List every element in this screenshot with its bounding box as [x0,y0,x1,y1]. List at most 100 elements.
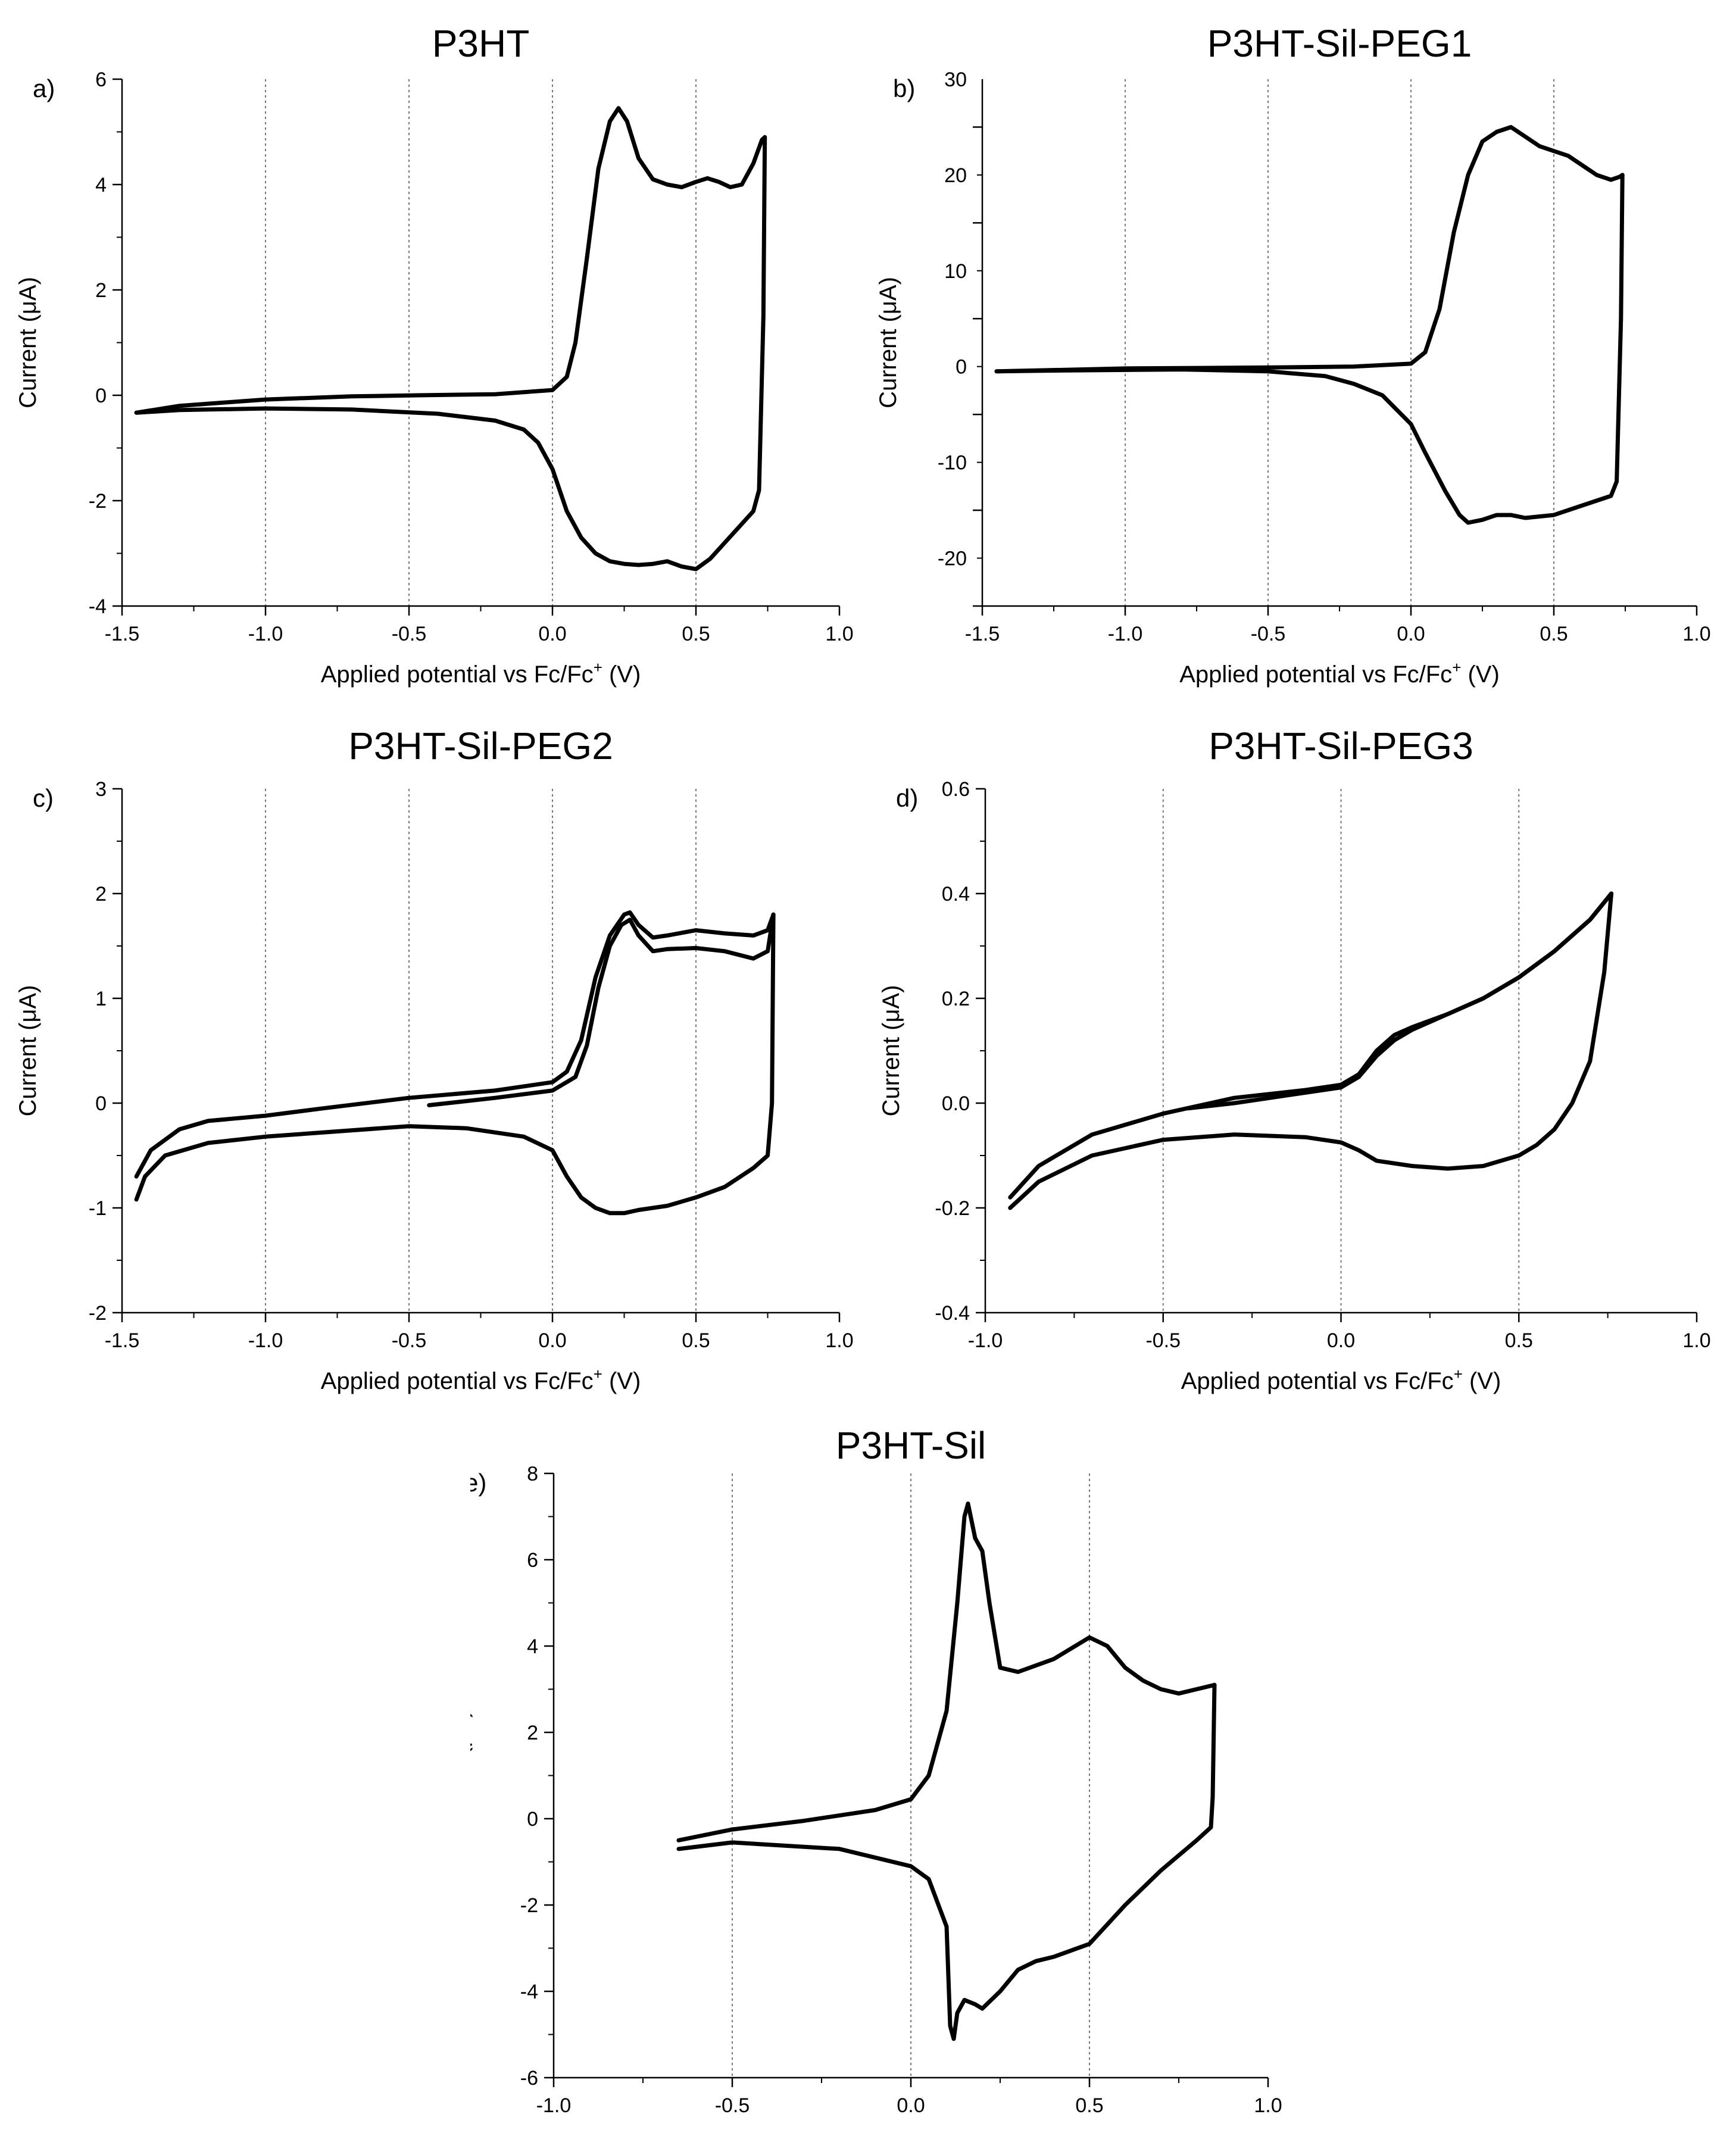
y-tick-label: 2 [527,1722,538,1744]
y-tick-label: -2 [520,1894,538,1917]
chart-svg: P3HT-Sil-PEG2 c) -1.5 -1.0 -0.5 0.0 0.5 1.0 -2 -1… [15,725,854,1394]
y-tick-label: 3 [95,778,107,801]
chart-svg: P3HT-Sil-PEG1 b) -1.5 -1.0 -0.5 0.0 0.5 1.0 -20 -… [875,22,1711,688]
cv-curve-forward-scan [416,106,767,398]
x-axis-label: Applied potential vs Fc/Fc+ (V) [751,2130,1071,2131]
y-tick-label: 2 [95,279,107,302]
x-tick-label: 1.0 [825,623,853,645]
chart-title: P3HT-Sil-PEG3 [1209,725,1473,767]
x-tick-label: 0.5 [1505,1329,1533,1352]
chart-title: P3HT [432,22,530,65]
cv-curve-forward-scan [994,125,1625,374]
cv-curve-reverse-scan [134,135,767,572]
x-tick-label: -0.5 [392,623,427,645]
y-tick-label: 6 [527,1549,538,1572]
x-axis-label-superscript: + [1452,658,1461,676]
chart-svg: P3HT-Sil-PEG3 d) -1.0 -0.5 0.0 0.5 1.0 -0.4 -0.2… [878,725,1711,1394]
x-axis-label-unit: (V) [1461,661,1499,688]
x-tick-label: 0.5 [682,1329,710,1352]
cv-curve-later-forward-scan [1008,891,1614,1200]
chart-panel-2: P3HT-Sil-PEG2 c) -1.5 -1.0 -0.5 0.0 0.5 1.0 -2 -1… [0,714,857,1417]
x-tick-label: -1.5 [105,623,140,645]
x-tick-label: 0.0 [538,623,566,645]
y-axis-label: Current (μA) [470,1710,473,1841]
chart-svg: P3HT-Sil e) -1.0 -0.5 0.0 0.5 1.0 -6 -4 -2 0 2 4 6 8 Ap… [470,1429,1282,2131]
x-tick-label: -0.5 [1145,1329,1181,1352]
x-axis-label: Applied potential vs Fc/Fc+ (V) [1179,658,1500,688]
x-tick-label: 0.5 [682,623,710,645]
y-axis-label: Current (μA) [15,985,41,1117]
y-tick-label: -0.2 [935,1197,970,1220]
cv-curve-later-forward-scan [134,910,776,1179]
x-axis-label-unit: (V) [1463,1368,1501,1394]
y-axis-label: Current (μA) [875,277,901,408]
x-tick-label: -1.0 [248,1329,283,1352]
chart-svg: P3HT a) -1.5 -1.0 -0.5 0.0 0.5 1.0 -4 -2 0 2 4 6 Appli… [15,22,854,688]
x-axis-label-superscript: + [594,658,602,676]
panel-label: b) [893,74,915,102]
x-tick-label: -0.5 [715,2094,750,2117]
x-tick-label: 0.0 [897,2094,925,2117]
y-tick-label: 6 [95,68,107,91]
y-tick-label: 0 [95,385,107,407]
x-axis-label-unit: (V) [602,1368,641,1394]
y-tick-label: 20 [944,164,967,187]
x-tick-label: -1.5 [105,1329,140,1352]
chart-title: P3HT-Sil [836,1429,986,1467]
y-tick-label: 0.4 [942,883,970,905]
y-axis-label: Current (μA) [878,985,904,1117]
y-tick-label: -4 [520,1981,538,2003]
y-tick-label: 0 [527,1808,538,1831]
panel-label: c) [33,784,54,812]
x-tick-label: -1.0 [968,1329,1003,1352]
cv-curve-first-forward-scan [427,912,776,1107]
x-axis-label-superscript: + [1023,2130,1032,2131]
y-tick-label: -2 [89,490,107,513]
y-axis-label: Current (μA) [15,277,41,408]
y-tick-label: 10 [944,260,967,283]
x-axis-label-main: Applied potential vs Fc/Fc [1181,1368,1454,1394]
x-tick-label: 1.0 [1254,2094,1282,2117]
y-tick-label: -2 [89,1302,107,1325]
x-tick-label: 1.0 [825,1329,853,1352]
x-axis-label-superscript: + [1454,1365,1463,1383]
cv-curve-reverse-scan [134,912,776,1216]
x-tick-label: -0.5 [392,1329,427,1352]
y-tick-label: -1 [89,1197,107,1220]
x-tick-label: 0.0 [1397,623,1425,645]
cv-curve-return-to-start [134,393,420,415]
x-axis-label-superscript: + [594,1365,602,1383]
chart-title: P3HT-Sil-PEG1 [1207,22,1472,65]
panel-label: e) [470,1469,486,1497]
y-tick-label: 1 [95,988,107,1010]
x-axis-label-main: Applied potential vs Fc/Fc [1179,661,1452,688]
x-tick-label: 1.0 [1682,1329,1710,1352]
x-tick-label: 0.0 [538,1329,566,1352]
x-tick-label: 1.0 [1682,623,1710,645]
y-tick-label: -0.4 [935,1302,970,1325]
panel-label: d) [896,784,918,812]
y-tick-label: 4 [95,174,107,196]
chart-title: P3HT-Sil-PEG2 [348,725,613,767]
x-axis-label-main: Applied potential vs Fc/Fc [321,1368,594,1394]
y-tick-label: 0.0 [942,1092,970,1115]
y-tick-label: -20 [938,548,967,570]
x-tick-label: -1.0 [248,623,283,645]
cv-curve-reverse-scan [676,1682,1217,2041]
x-tick-label: -1.0 [536,2094,572,2117]
y-tick-label: 8 [527,1463,538,1485]
x-axis-label-unit: (V) [602,661,641,688]
cv-curve-reverse-scan [994,173,1625,525]
chart-panel-1: P3HT-Sil-PEG1 b) -1.5 -1.0 -0.5 0.0 0.5 1.0 -20 -… [857,0,1715,702]
x-axis-label: Applied potential vs Fc/Fc+ (V) [1181,1365,1501,1394]
chart-panel-0: P3HT a) -1.5 -1.0 -0.5 0.0 0.5 1.0 -4 -2 0 2 4 6 Appli… [0,0,857,702]
y-tick-label: 0 [956,356,967,379]
y-tick-label: 0.2 [942,988,970,1010]
y-tick-label: 30 [944,68,967,91]
x-tick-label: 0.5 [1540,623,1568,645]
y-tick-label: 4 [527,1635,538,1658]
y-tick-label: -4 [89,595,107,618]
panel-label: a) [33,74,55,102]
y-tick-label: 0.6 [942,778,970,801]
x-tick-label: -0.5 [1251,623,1286,645]
